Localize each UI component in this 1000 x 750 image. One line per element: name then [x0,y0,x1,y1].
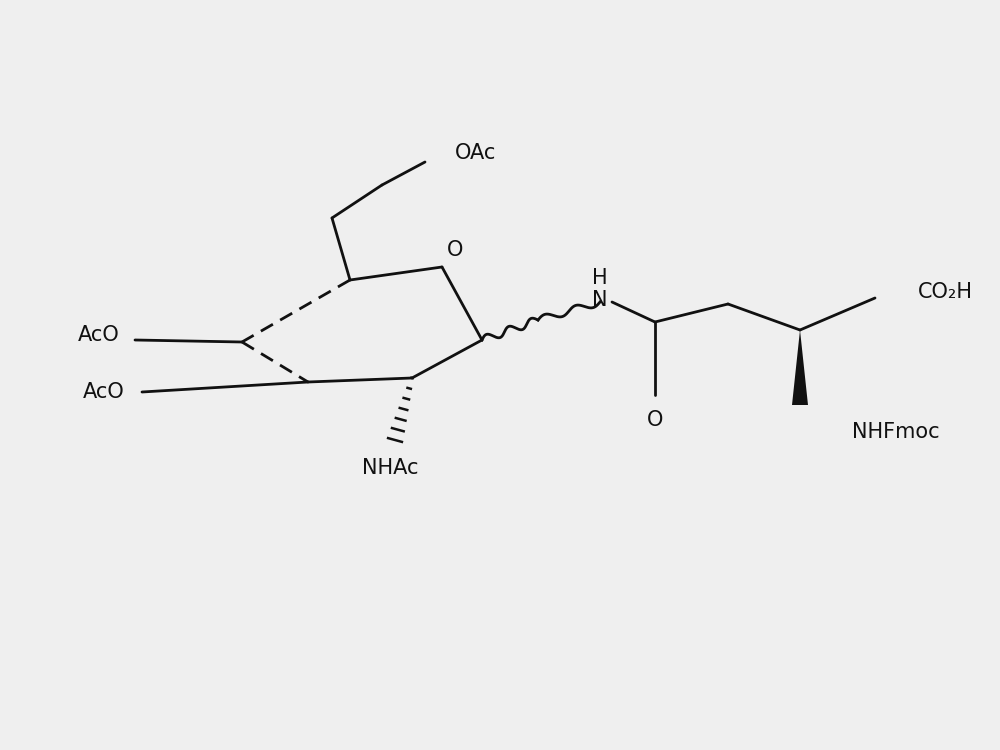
Text: AcO: AcO [78,325,120,345]
Text: OAc: OAc [455,143,496,163]
Text: O: O [447,240,463,260]
Text: N: N [592,290,608,310]
Text: NHAc: NHAc [362,458,418,478]
Text: O: O [647,410,663,430]
Text: CO₂H: CO₂H [918,282,973,302]
Text: H: H [592,268,608,288]
Polygon shape [792,330,808,405]
Text: AcO: AcO [83,382,125,402]
Text: NHFmoc: NHFmoc [852,422,940,442]
